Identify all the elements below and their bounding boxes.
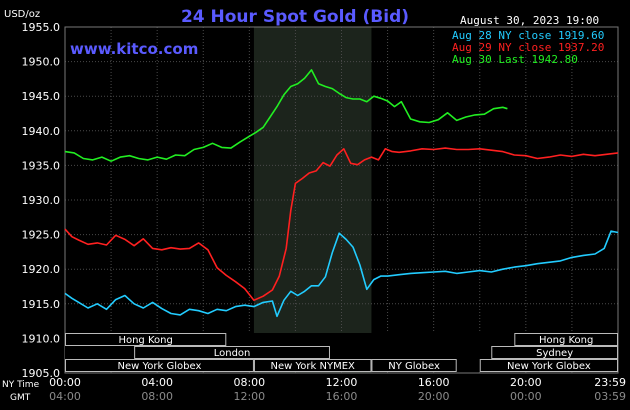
y-tick-label: 1915.0 [22,298,61,311]
y-tick-label: 1920.0 [22,263,61,276]
x-axis-label-gmt: GMT [10,393,31,403]
x-tick-label-ny: 12:00 [326,376,358,389]
series-line-aug-30 [64,69,508,162]
session-label: Sydney [536,348,573,359]
x-tick-label-ny: 16:00 [418,376,450,389]
x-tick-label-gmt: 00:00 [510,390,542,403]
session-box [514,333,618,346]
y-tick-label: 1945.0 [22,90,61,103]
y-tick-label: 1905.0 [22,367,61,380]
session-label: New York Globex [507,361,591,372]
chart-title: 24 Hour Spot Gold (Bid) [181,7,409,27]
legend-entry-aug-29: Aug 29 NY close 1937.20 [452,41,604,54]
x-tick-label-gmt: 20:00 [418,390,450,403]
x-tick-label-gmt: 04:00 [49,390,81,403]
y-tick-label: 1910.0 [22,332,61,345]
x-tick-label-ny: 00:00 [49,376,81,389]
series-line-aug-28 [64,230,619,318]
x-tick-label-ny: 08:00 [233,376,265,389]
y-tick-label: 1940.0 [22,125,61,138]
x-tick-label-gmt: 12:00 [233,390,265,403]
session-label: Hong Kong [539,335,593,346]
y-tick-label: 1955.0 [22,21,61,34]
session-box [371,359,457,372]
chart-date: August 30, 2023 19:00 [460,14,599,27]
session-box [253,359,372,372]
session-box [479,359,618,372]
x-axis-label-ny: NY Time [2,380,40,390]
session-box [65,333,227,346]
session-label: Hong Kong [118,335,172,346]
session-label: New York Globex [118,361,202,372]
session-label: NY Globex [388,361,440,372]
y-axis-unit-label: USD/oz [4,9,40,20]
y-tick-label: 1935.0 [22,159,61,172]
x-tick-label-gmt: 08:00 [141,390,173,403]
watermark-text: www.kitco.com [70,40,198,58]
session-box [65,359,254,372]
session-box [134,346,330,359]
legend: Aug 28 NY close 1919.60 Aug 29 NY close … [452,29,604,66]
session-label: London [214,348,251,359]
x-tick-label-ny: 23:59 [594,376,626,389]
y-tick-label: 1950.0 [22,56,61,69]
plot-frame [64,26,619,374]
series-line-aug-29 [64,147,619,302]
y-tick-label: 1925.0 [22,229,61,242]
x-tick-label-gmt: 03:59 [594,390,626,403]
x-tick-label-ny: 20:00 [510,376,542,389]
session-box [491,346,619,359]
y-tick-label: 1930.0 [22,194,61,207]
legend-entry-aug-30: Aug 30 Last 1942.80 [452,53,578,66]
x-tick-label-ny: 04:00 [141,376,173,389]
ny-session-shade [253,27,372,373]
session-label: New York NYMEX [271,361,356,372]
x-tick-label-gmt: 16:00 [326,390,358,403]
legend-entry-aug-28: Aug 28 NY close 1919.60 [452,29,604,42]
